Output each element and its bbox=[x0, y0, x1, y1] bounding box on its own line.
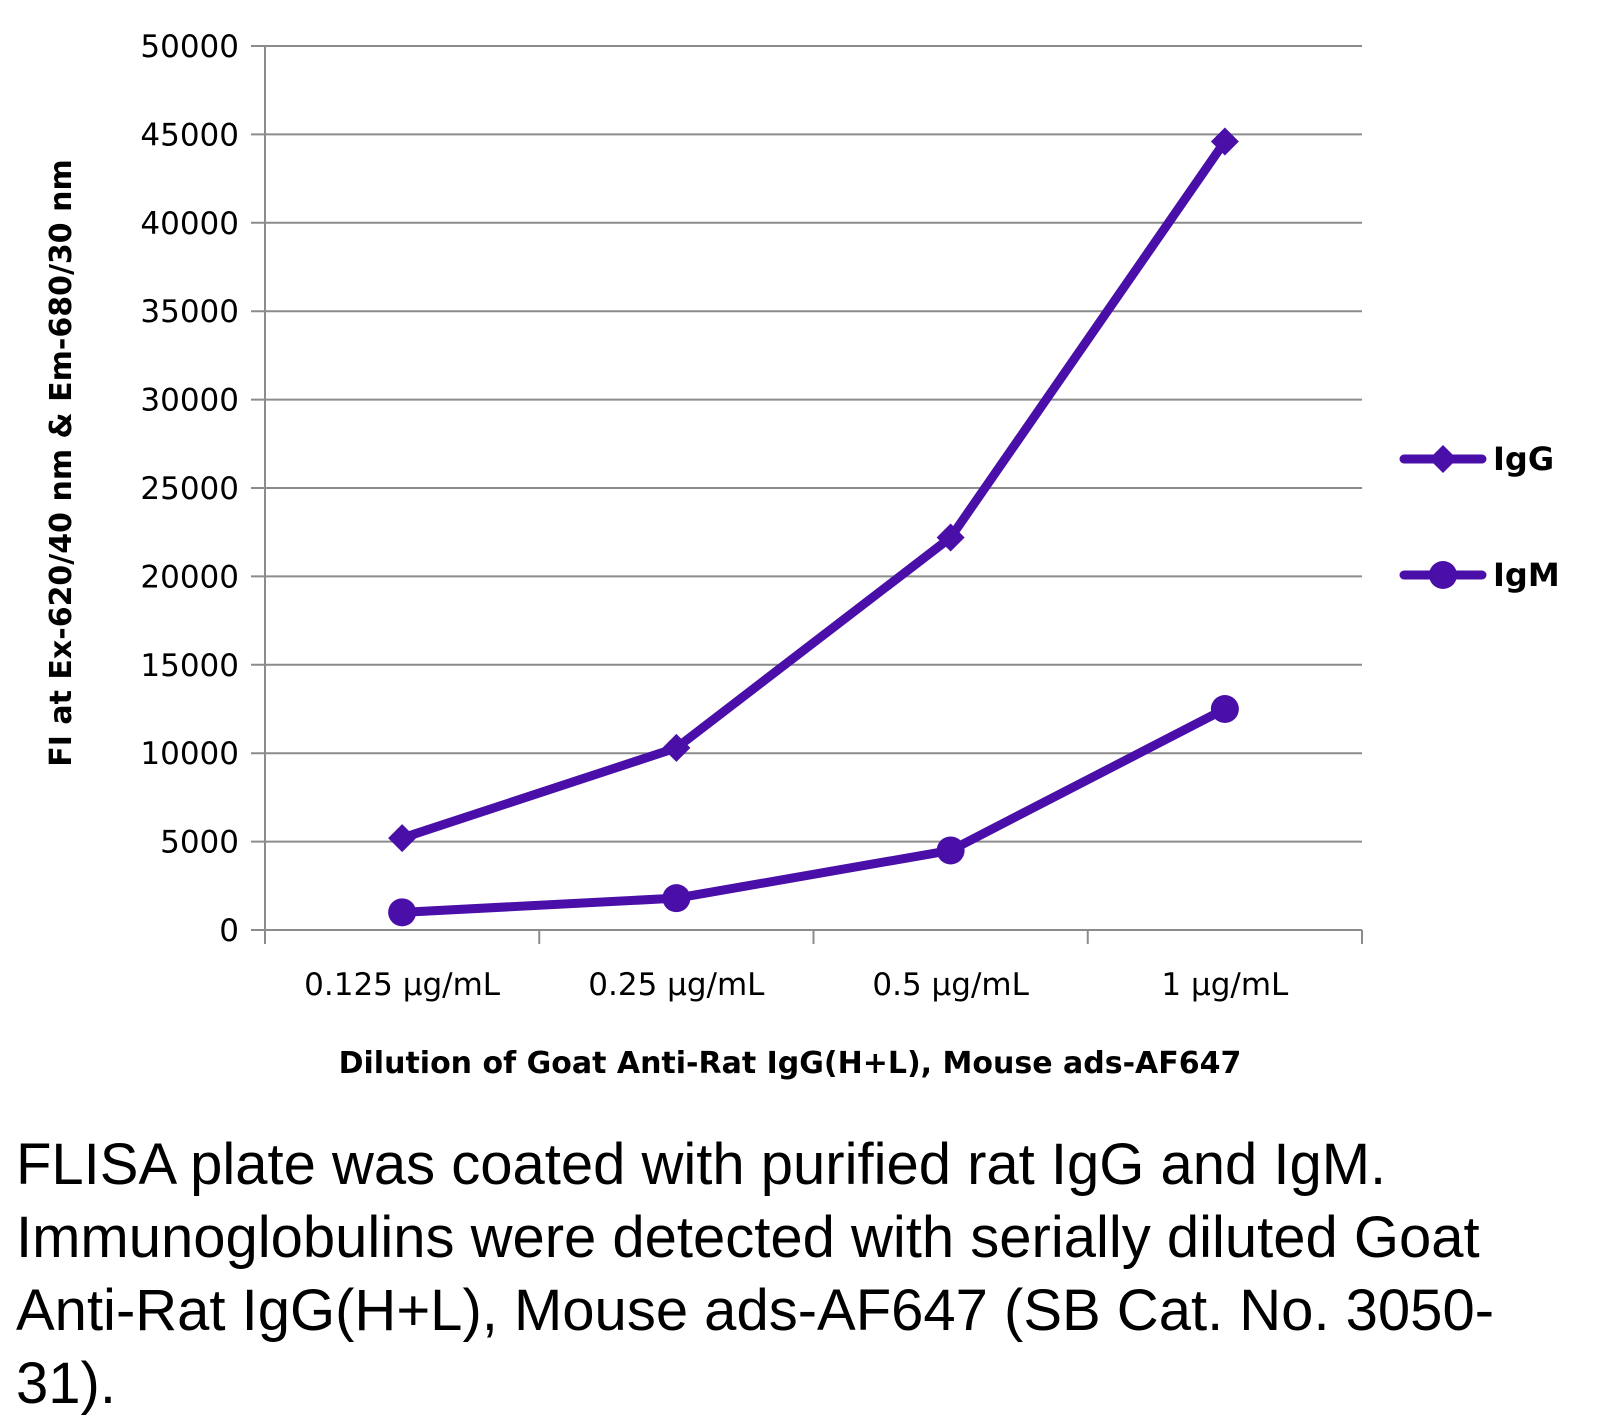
gridlines bbox=[251, 45, 1362, 931]
data-point-igm bbox=[388, 898, 417, 927]
y-tick-label: 20000 bbox=[140, 559, 239, 595]
y-axis-title: FI at Ex-620/40 nm & Em-680/30 nm bbox=[44, 159, 79, 766]
legend-label-igm: IgM bbox=[1493, 556, 1560, 594]
x-tick-label: 0.5 µg/mL bbox=[872, 967, 1029, 1003]
x-tick-labels: 0.125 µg/mL 0.25 µg/mL 0.5 µg/mL 1 µg/mL bbox=[304, 967, 1289, 1003]
legend-marker-igm bbox=[1429, 561, 1457, 589]
y-tick-label: 30000 bbox=[140, 383, 239, 419]
data-point-igm bbox=[662, 884, 691, 913]
y-tick-label: 50000 bbox=[140, 29, 239, 65]
y-tick-label: 15000 bbox=[140, 648, 239, 684]
series-line-igg bbox=[397, 136, 1230, 843]
data-point-igg bbox=[662, 733, 691, 762]
data-point-igg bbox=[936, 523, 965, 552]
x-tick-label: 1 µg/mL bbox=[1161, 967, 1289, 1003]
data-point-igg bbox=[1210, 127, 1239, 156]
figure-caption: FLISA plate was coated with purified rat… bbox=[16, 1132, 1495, 1416]
axes bbox=[264, 46, 1363, 944]
x-tick-label: 0.25 µg/mL bbox=[588, 967, 765, 1003]
y-tick-labels: 0 5000 10000 15000 20000 25000 30000 35000 40000… bbox=[140, 29, 239, 949]
y-tick-label: 10000 bbox=[140, 736, 239, 772]
x-tick-label: 0.125 µg/mL bbox=[304, 967, 501, 1003]
y-tick-label: 25000 bbox=[140, 471, 239, 507]
y-tick-label: 45000 bbox=[140, 117, 239, 153]
legend: IgG IgM bbox=[1399, 440, 1560, 594]
legend-marker-igg bbox=[1429, 445, 1457, 473]
y-tick-label: 5000 bbox=[160, 825, 239, 861]
legend-label-igg: IgG bbox=[1493, 440, 1554, 478]
y-tick-label: 40000 bbox=[140, 206, 239, 242]
data-point-igm bbox=[1210, 695, 1239, 723]
series bbox=[388, 127, 1239, 927]
y-tick-label: 35000 bbox=[140, 294, 239, 330]
x-axis-title: Dilution of Goat Anti-Rat IgG(H+L), Mous… bbox=[339, 1046, 1242, 1081]
chart: 0 5000 10000 15000 20000 25000 30000 35000 40000… bbox=[44, 29, 1560, 1081]
data-point-igm bbox=[936, 836, 965, 865]
y-tick-label: 0 bbox=[219, 913, 239, 949]
series-line-igm bbox=[397, 704, 1230, 917]
data-point-igg bbox=[388, 824, 417, 853]
